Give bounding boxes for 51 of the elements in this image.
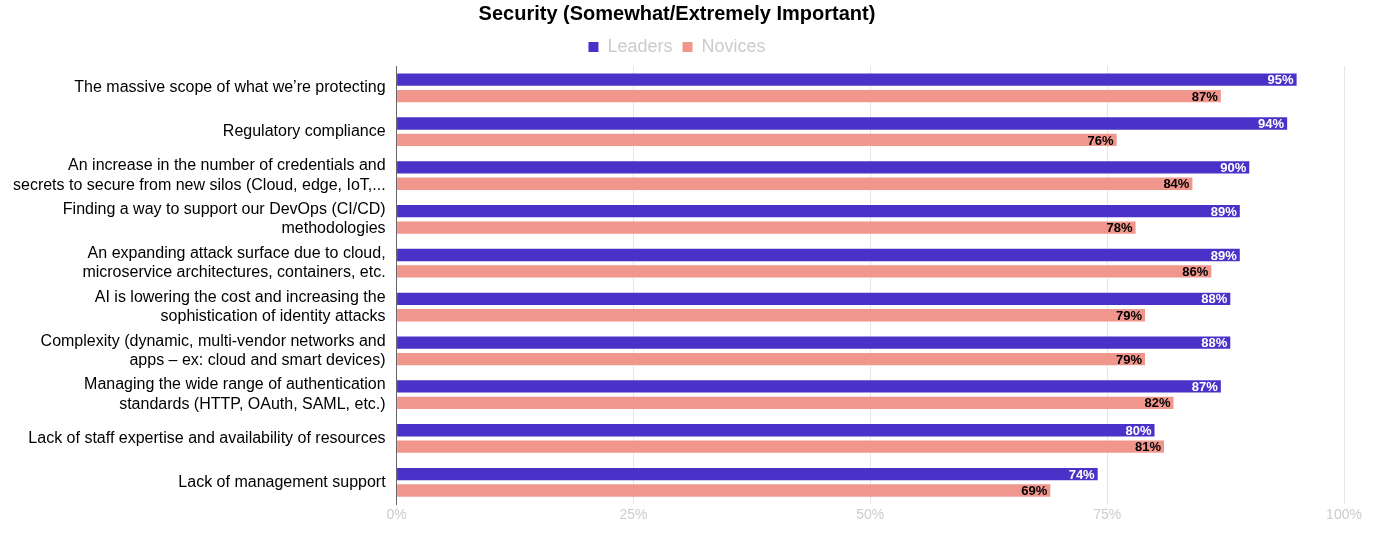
bar	[397, 440, 1164, 453]
data-label: 79%	[1116, 351, 1143, 367]
bar	[397, 484, 1051, 497]
chart-title: Security (Somewhat/Extremely Important)	[478, 1, 876, 24]
bar	[397, 161, 1250, 174]
data-label: 69%	[1021, 483, 1048, 499]
y-tick-label: An expanding attack surface due to cloud, microservice architectures, containers, etc.	[82, 244, 386, 281]
data-label: 94%	[1258, 116, 1285, 132]
bar	[397, 89, 1221, 103]
y-tick-label: Regulatory compliance	[222, 122, 386, 140]
bar	[397, 396, 1174, 410]
bar	[397, 352, 1146, 366]
bar	[397, 117, 1288, 130]
bar	[397, 133, 1117, 147]
data-label: 88%	[1201, 291, 1228, 307]
y-tick-label: Finding a way to support our DevOps (CI/CD) methodologies	[62, 200, 386, 237]
bar	[397, 248, 1240, 262]
y-tick-label: Lack of management support	[178, 472, 387, 490]
data-label: 78%	[1106, 220, 1133, 236]
data-label: 89%	[1210, 247, 1238, 263]
data-label: 82%	[1144, 395, 1171, 411]
data-label: 88%	[1201, 335, 1228, 351]
data-label: 84%	[1163, 176, 1190, 192]
bar	[397, 467, 1098, 481]
bar	[397, 424, 1155, 437]
data-label: 87%	[1191, 379, 1219, 395]
y-tick-label: Managing the wide range of authentication standards (HTTP, OAuth, SAML, etc.)	[84, 375, 386, 412]
data-label: 79%	[1116, 307, 1143, 323]
bar	[397, 73, 1297, 86]
y-tick-label: The massive scope of what we’re protecting	[74, 78, 386, 96]
bar	[397, 177, 1193, 190]
data-label: 81%	[1134, 439, 1162, 455]
bar	[397, 221, 1136, 234]
data-label: 86%	[1182, 263, 1209, 279]
bar	[397, 309, 1146, 322]
bar	[397, 292, 1231, 305]
data-label: 76%	[1087, 132, 1115, 148]
data-label: 87%	[1191, 88, 1219, 104]
data-label: 90%	[1220, 159, 1247, 175]
bar	[397, 380, 1221, 393]
data-label: 89%	[1210, 203, 1238, 219]
y-tick-label: Complexity (dynamic, multi-vendor networks and apps – ex: cloud and smart devices)	[40, 331, 386, 368]
data-label: 95%	[1267, 72, 1295, 88]
bar	[397, 336, 1231, 349]
data-label: 80%	[1125, 422, 1152, 438]
bar	[397, 204, 1240, 218]
y-tick-label: An increase in the number of credentials and secrets to secure from new silos (Cloud, edge, IoT,...	[12, 156, 386, 193]
y-tick-label: Lack of staff expertise and availability of resources	[28, 428, 386, 446]
bar	[397, 265, 1212, 278]
data-label: 74%	[1068, 466, 1096, 482]
y-tick-label: AI is lowering the cost and increasing the sophistication of identity attacks	[94, 287, 386, 325]
